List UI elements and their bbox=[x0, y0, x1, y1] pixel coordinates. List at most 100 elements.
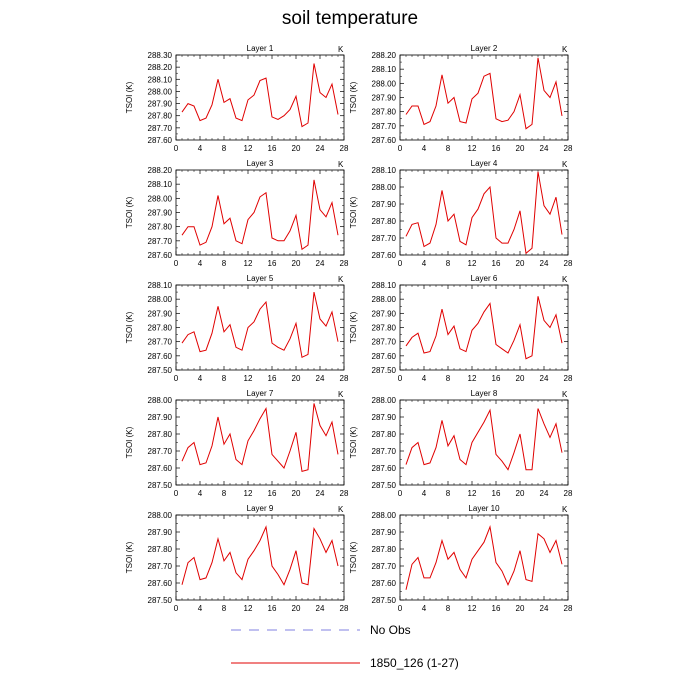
plot-frame bbox=[175, 54, 345, 141]
y-tick-label: 287.70 bbox=[372, 562, 397, 571]
unit-label: K bbox=[562, 45, 568, 54]
x-tick-label: 8 bbox=[446, 604, 451, 613]
y-axis-label: TSOI (K) bbox=[125, 426, 134, 458]
y-tick-label: 287.60 bbox=[372, 136, 397, 145]
x-tick-label: 24 bbox=[316, 259, 325, 268]
panel-title: Layer 8 bbox=[471, 389, 498, 398]
x-tick-label: 28 bbox=[340, 489, 349, 498]
legend-label: 1850_126 (1-27) bbox=[370, 656, 459, 670]
x-tick-label: 20 bbox=[516, 259, 525, 268]
unit-label: K bbox=[338, 390, 344, 399]
plot-frame bbox=[175, 169, 345, 256]
x-tick-label: 0 bbox=[174, 259, 179, 268]
x-tick-label: 16 bbox=[492, 374, 501, 383]
panel-2: 0 4 8 12 16 20 24 28 287.60 287.70 287.80 287.90 288… bbox=[349, 44, 573, 153]
x-tick-label: 4 bbox=[198, 259, 203, 268]
x-tick-label: 20 bbox=[292, 374, 301, 383]
plot-frame bbox=[175, 284, 345, 371]
y-tick-label: 287.70 bbox=[148, 447, 173, 456]
panel-title: Layer 4 bbox=[471, 159, 498, 168]
x-tick-label: 28 bbox=[340, 374, 349, 383]
x-tick-label: 16 bbox=[492, 604, 501, 613]
x-tick-label: 16 bbox=[492, 489, 501, 498]
x-tick-label: 0 bbox=[174, 489, 179, 498]
y-tick-label: 287.60 bbox=[372, 464, 397, 473]
y-tick-label: 288.20 bbox=[148, 166, 173, 175]
x-tick-label: 4 bbox=[198, 489, 203, 498]
x-tick-label: 12 bbox=[244, 604, 253, 613]
y-tick-label: 287.70 bbox=[372, 122, 397, 131]
y-tick-label: 287.80 bbox=[372, 108, 397, 117]
x-tick-label: 24 bbox=[316, 144, 325, 153]
y-tick-label: 288.00 bbox=[148, 194, 173, 203]
x-tick-label: 4 bbox=[422, 374, 427, 383]
y-tick-label: 287.60 bbox=[148, 464, 173, 473]
y-tick-label: 287.70 bbox=[148, 237, 173, 246]
x-tick-label: 20 bbox=[516, 144, 525, 153]
y-tick-label: 288.00 bbox=[372, 511, 397, 520]
series-line bbox=[405, 296, 563, 360]
unit-label: K bbox=[338, 275, 344, 284]
panel-1: 0 4 8 12 16 20 24 28 287.60 287.70 287.80 287.90 288… bbox=[125, 44, 349, 153]
x-tick-label: 8 bbox=[446, 374, 451, 383]
x-tick-label: 24 bbox=[316, 374, 325, 383]
x-tick-label: 20 bbox=[292, 259, 301, 268]
x-tick-label: 8 bbox=[446, 489, 451, 498]
x-tick-label: 8 bbox=[446, 259, 451, 268]
y-tick-label: 287.90 bbox=[148, 209, 173, 218]
x-tick-label: 12 bbox=[468, 489, 477, 498]
y-tick-label: 288.00 bbox=[372, 396, 397, 405]
x-tick-label: 24 bbox=[540, 259, 549, 268]
x-tick-label: 0 bbox=[398, 489, 403, 498]
panel-9: 0 4 8 12 16 20 24 28 287.50 287.60 287.70 287.80 287… bbox=[125, 504, 349, 613]
x-tick-label: 12 bbox=[468, 144, 477, 153]
x-tick-label: 8 bbox=[222, 259, 227, 268]
x-tick-label: 0 bbox=[398, 604, 403, 613]
panel-title: Layer 10 bbox=[468, 504, 500, 513]
x-tick-label: 12 bbox=[468, 604, 477, 613]
x-tick-label: 4 bbox=[422, 259, 427, 268]
x-tick-label: 12 bbox=[244, 374, 253, 383]
legend-label: No Obs bbox=[370, 623, 411, 637]
y-tick-label: 287.70 bbox=[148, 338, 173, 347]
panel-6: 0 4 8 12 16 20 24 28 287.50 287.60 287.70 287.80 287… bbox=[349, 274, 573, 383]
panel-title: Layer 1 bbox=[247, 44, 274, 53]
panel-7: 0 4 8 12 16 20 24 28 287.50 287.60 287.70 287.80 287… bbox=[125, 389, 349, 498]
y-tick-label: 287.60 bbox=[372, 251, 397, 260]
y-tick-label: 287.90 bbox=[372, 413, 397, 422]
y-tick-label: 287.80 bbox=[372, 217, 397, 226]
x-tick-label: 28 bbox=[340, 144, 349, 153]
y-tick-label: 287.60 bbox=[372, 352, 397, 361]
x-tick-label: 8 bbox=[222, 144, 227, 153]
unit-label: K bbox=[562, 390, 568, 399]
x-tick-label: 12 bbox=[468, 374, 477, 383]
panel-title: Layer 5 bbox=[247, 274, 274, 283]
x-tick-label: 12 bbox=[244, 259, 253, 268]
y-tick-label: 288.00 bbox=[372, 183, 397, 192]
panel-10: 0 4 8 12 16 20 24 28 287.50 287.60 287.70 287.80 287… bbox=[349, 504, 573, 613]
y-axis-label: TSOI (K) bbox=[125, 81, 134, 113]
y-tick-label: 287.50 bbox=[372, 366, 397, 375]
y-axis-label: TSOI (K) bbox=[349, 196, 358, 228]
series-line bbox=[181, 291, 339, 359]
x-tick-label: 4 bbox=[422, 604, 427, 613]
x-tick-label: 8 bbox=[222, 604, 227, 613]
y-tick-label: 287.60 bbox=[148, 251, 173, 260]
chart-title: soil temperature bbox=[281, 8, 419, 29]
x-tick-label: 24 bbox=[540, 604, 549, 613]
y-tick-label: 288.10 bbox=[372, 281, 397, 290]
y-tick-label: 287.80 bbox=[148, 112, 173, 121]
x-tick-label: 28 bbox=[564, 144, 573, 153]
y-tick-label: 288.10 bbox=[148, 75, 173, 84]
y-tick-label: 287.50 bbox=[148, 481, 173, 490]
y-tick-label: 287.80 bbox=[372, 545, 397, 554]
x-tick-label: 24 bbox=[316, 489, 325, 498]
series-line bbox=[181, 525, 339, 586]
y-axis-label: TSOI (K) bbox=[125, 541, 134, 573]
y-tick-label: 287.90 bbox=[372, 528, 397, 537]
y-tick-label: 287.90 bbox=[372, 200, 397, 209]
y-axis-label: TSOI (K) bbox=[125, 311, 134, 343]
plot-frame bbox=[399, 399, 569, 486]
unit-label: K bbox=[562, 275, 568, 284]
